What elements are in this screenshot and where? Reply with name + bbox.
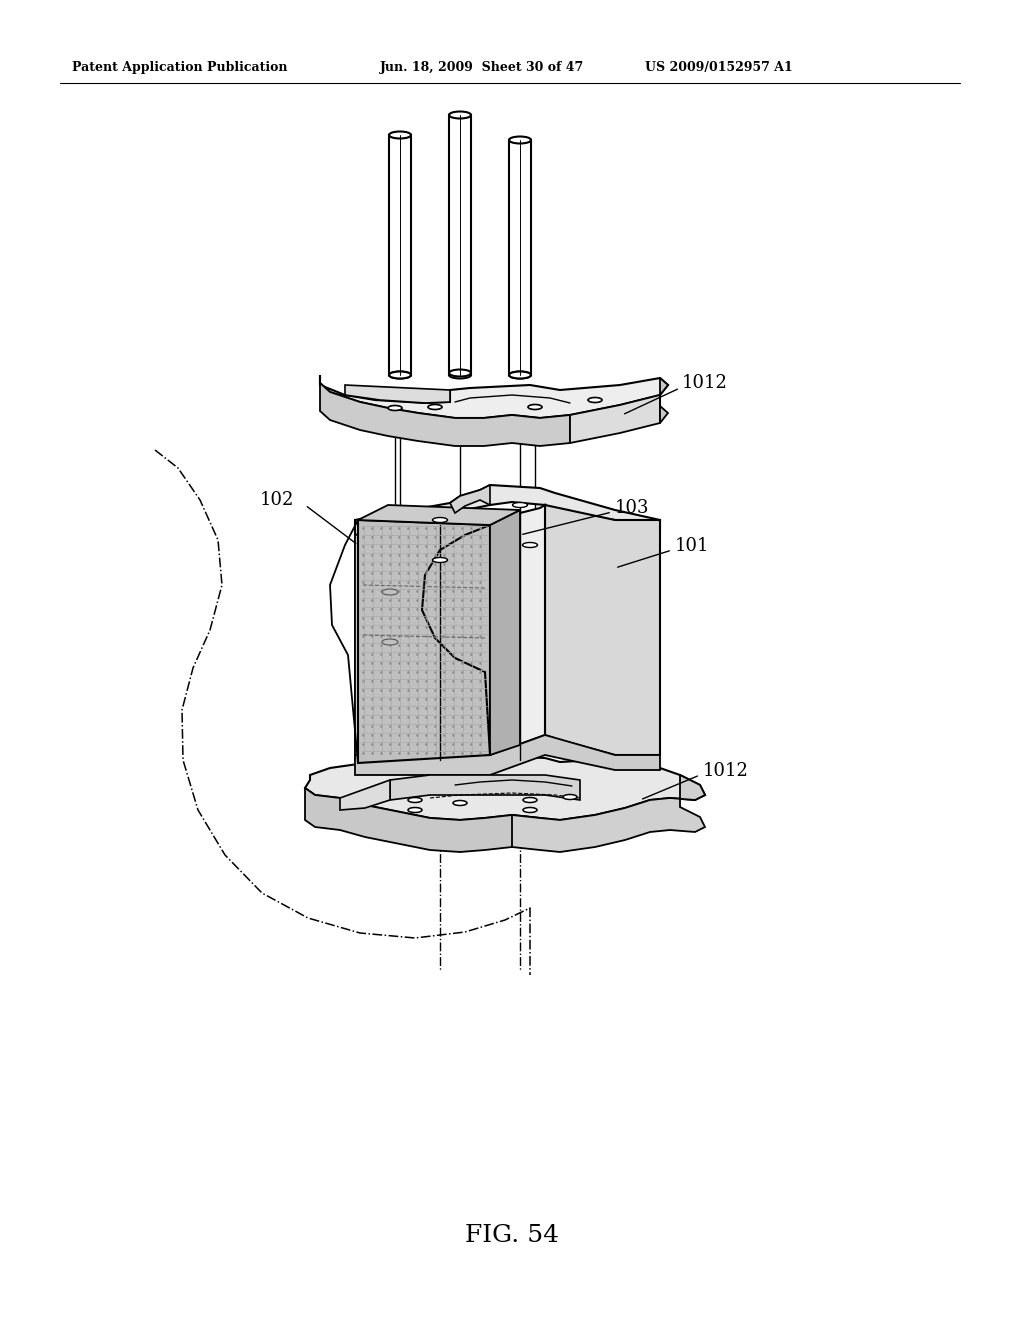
- Polygon shape: [389, 135, 411, 375]
- Polygon shape: [355, 525, 490, 755]
- Polygon shape: [340, 780, 390, 810]
- Ellipse shape: [522, 543, 538, 548]
- Polygon shape: [545, 506, 660, 755]
- Ellipse shape: [408, 808, 422, 813]
- Ellipse shape: [509, 371, 531, 379]
- Text: Patent Application Publication: Patent Application Publication: [72, 62, 288, 74]
- Polygon shape: [450, 484, 490, 513]
- Polygon shape: [358, 520, 490, 763]
- Polygon shape: [355, 735, 660, 775]
- Ellipse shape: [453, 800, 467, 805]
- Ellipse shape: [382, 639, 398, 645]
- Text: 101: 101: [675, 537, 710, 554]
- Ellipse shape: [509, 371, 531, 379]
- Polygon shape: [319, 375, 668, 418]
- Polygon shape: [358, 506, 520, 525]
- Ellipse shape: [523, 797, 537, 803]
- Ellipse shape: [432, 517, 447, 523]
- Ellipse shape: [523, 808, 537, 813]
- Ellipse shape: [449, 111, 471, 119]
- Polygon shape: [305, 788, 540, 851]
- Polygon shape: [490, 510, 520, 755]
- Ellipse shape: [563, 795, 577, 800]
- Ellipse shape: [528, 404, 542, 409]
- Ellipse shape: [408, 797, 422, 803]
- Text: Jun. 18, 2009  Sheet 30 of 47: Jun. 18, 2009 Sheet 30 of 47: [380, 62, 585, 74]
- Polygon shape: [660, 378, 668, 422]
- Text: 1012: 1012: [703, 762, 749, 780]
- Polygon shape: [305, 756, 705, 820]
- Ellipse shape: [388, 405, 402, 411]
- Ellipse shape: [509, 136, 531, 144]
- Ellipse shape: [389, 132, 411, 139]
- Polygon shape: [449, 115, 471, 375]
- Polygon shape: [390, 775, 580, 800]
- Ellipse shape: [512, 503, 527, 507]
- Ellipse shape: [432, 557, 447, 562]
- Ellipse shape: [449, 371, 471, 379]
- Polygon shape: [355, 484, 660, 535]
- Ellipse shape: [389, 371, 411, 379]
- Ellipse shape: [428, 404, 442, 409]
- Polygon shape: [319, 383, 570, 446]
- Ellipse shape: [389, 371, 411, 379]
- Text: 103: 103: [615, 499, 649, 517]
- Text: 1012: 1012: [682, 374, 728, 392]
- Polygon shape: [570, 395, 660, 444]
- Text: US 2009/0152957 A1: US 2009/0152957 A1: [645, 62, 793, 74]
- Ellipse shape: [449, 370, 471, 376]
- Polygon shape: [490, 506, 545, 755]
- Polygon shape: [345, 385, 450, 403]
- Polygon shape: [355, 528, 395, 760]
- Ellipse shape: [382, 589, 398, 595]
- Ellipse shape: [588, 397, 602, 403]
- Text: FIG. 54: FIG. 54: [465, 1224, 559, 1246]
- Text: 102: 102: [260, 491, 294, 510]
- Polygon shape: [509, 140, 531, 375]
- Polygon shape: [512, 775, 705, 851]
